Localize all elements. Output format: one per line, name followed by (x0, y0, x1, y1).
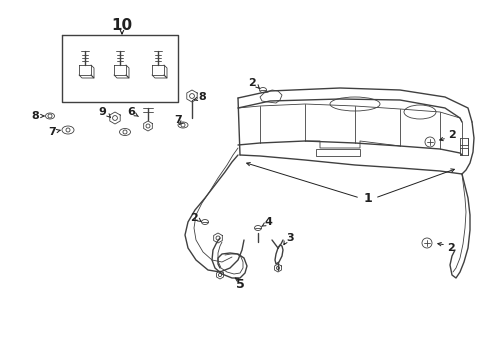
Text: 2: 2 (446, 243, 454, 253)
Text: 2: 2 (247, 78, 255, 88)
Text: 4: 4 (264, 217, 271, 227)
Text: 5: 5 (235, 279, 244, 292)
Text: 8: 8 (31, 111, 39, 121)
Text: 9: 9 (98, 107, 106, 117)
Text: 6: 6 (127, 107, 135, 117)
Text: 8: 8 (198, 92, 205, 102)
Text: 1: 1 (363, 192, 372, 204)
Text: 10: 10 (111, 18, 132, 32)
Text: 7: 7 (48, 127, 56, 137)
Text: 2: 2 (190, 213, 198, 223)
Text: 3: 3 (285, 233, 293, 243)
Text: 7: 7 (174, 115, 182, 125)
Text: 2: 2 (447, 130, 455, 140)
Bar (315, 149, 359, 156)
